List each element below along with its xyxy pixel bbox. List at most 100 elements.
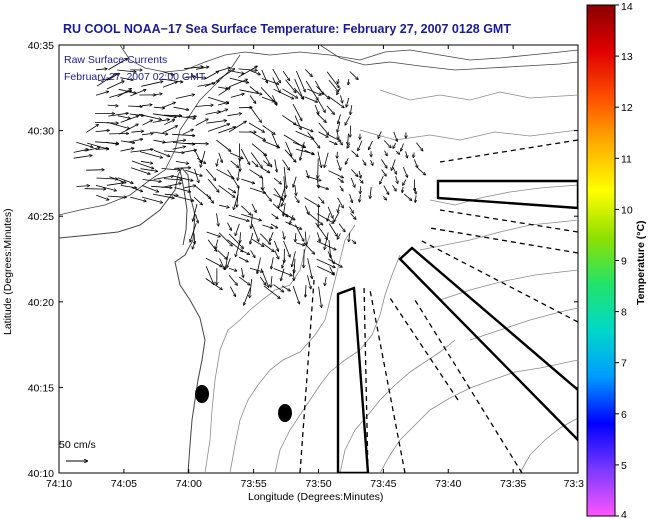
current-vector [392, 166, 397, 175]
current-vector [295, 242, 305, 246]
current-vector [142, 119, 152, 126]
current-vector [192, 240, 196, 249]
current-vector [238, 256, 248, 263]
current-vector [250, 70, 261, 75]
long-island-shore [319, 45, 578, 71]
colorbar-label: Temperature (°C) [635, 220, 647, 305]
current-vector [261, 96, 275, 102]
current-vector [283, 240, 291, 257]
colorbar-gradient [586, 4, 616, 517]
current-vector [294, 258, 295, 274]
current-vector [327, 206, 333, 219]
current-vector [164, 150, 184, 153]
current-vector [272, 68, 281, 83]
current-vector [237, 186, 239, 208]
current-vector [94, 122, 119, 123]
current-vector [207, 178, 219, 192]
current-vector [294, 115, 301, 130]
current-vector [200, 150, 206, 168]
current-vector [251, 203, 257, 213]
y-axis-label: Latitude (Degrees:Minutes) [2, 208, 14, 335]
current-vector [295, 224, 305, 242]
current-vector [349, 206, 354, 214]
current-vector [131, 187, 143, 192]
current-vector [141, 185, 159, 193]
current-vector [328, 170, 343, 178]
current-vector [329, 140, 337, 145]
current-vector [225, 251, 229, 270]
current-vector [205, 111, 221, 115]
current-vector [328, 239, 331, 258]
current-vector [348, 79, 349, 85]
current-vector [95, 149, 109, 150]
current-vector [368, 140, 373, 150]
scale-label: 50 cm/s [59, 439, 96, 451]
current-vector [207, 96, 229, 103]
current-vector [238, 68, 258, 71]
current-vector [282, 159, 290, 171]
current-vector [218, 87, 228, 89]
current-vector [207, 239, 217, 252]
current-vector [162, 82, 178, 88]
current-vector [228, 275, 238, 285]
current-vector [285, 221, 302, 230]
current-vector [293, 269, 294, 281]
map-frame [58, 44, 579, 474]
current-vector [215, 239, 219, 250]
current-vector [282, 70, 290, 81]
current-vector [316, 86, 330, 99]
current-vector [227, 169, 240, 189]
current-vector [241, 213, 262, 220]
current-vector [362, 159, 366, 166]
current-vector [413, 152, 414, 159]
colorbar-tick-label: 13 [621, 51, 633, 63]
current-vector [118, 123, 139, 135]
current-vector [238, 107, 252, 108]
current-vector [300, 141, 305, 161]
current-vector [305, 69, 312, 76]
current-vector [339, 140, 343, 145]
current-vector [391, 159, 396, 171]
x-axis-label: Longitude (Degrees:Minutes) [248, 491, 383, 503]
current-vector [282, 258, 286, 269]
colorbar-tick-label: 11 [621, 153, 632, 165]
current-vector [249, 95, 256, 104]
current-vector [249, 267, 264, 272]
current-vector [359, 170, 361, 179]
current-vector [316, 98, 325, 113]
current-vector [305, 80, 318, 100]
current-vector [219, 258, 225, 271]
current-vector [251, 238, 264, 247]
current-vector [86, 170, 104, 171]
current-vector [196, 67, 209, 70]
y-tick-label: 40:30 [28, 126, 54, 138]
current-vector [249, 187, 266, 193]
x-tick-label: 74:00 [176, 478, 202, 490]
current-vector [107, 105, 119, 106]
current-vector [73, 149, 89, 153]
radar-site-1 [195, 385, 209, 403]
current-vector [120, 77, 133, 80]
current-vector [218, 127, 236, 134]
current-vector [105, 141, 119, 144]
current-vector [316, 258, 336, 268]
current-vector [185, 169, 202, 176]
current-vector [261, 78, 279, 85]
current-vector [235, 241, 241, 257]
current-vector [164, 115, 182, 116]
current-vector [228, 79, 248, 88]
current-vector [359, 179, 363, 183]
colorbar-tick-label: 8 [621, 307, 627, 319]
current-vector [328, 223, 337, 237]
current-vector [324, 232, 329, 250]
current-vector [272, 77, 281, 94]
current-vector [380, 175, 384, 184]
current-vector [218, 232, 232, 247]
current-vector [217, 102, 229, 106]
current-vector [270, 223, 278, 228]
current-vector [285, 79, 297, 93]
current-vector [106, 183, 124, 186]
current-vector [194, 168, 199, 183]
current-vector [206, 120, 227, 124]
current-vector [184, 67, 203, 70]
